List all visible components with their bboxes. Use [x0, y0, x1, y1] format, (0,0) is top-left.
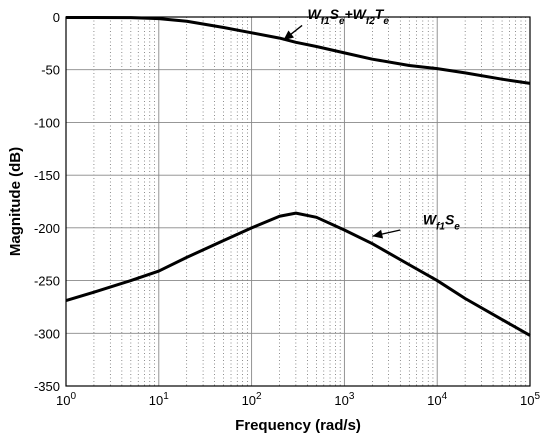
y-tick-label: -250 — [34, 274, 60, 289]
annotation-arrow-head — [283, 30, 295, 41]
y-tick-label: -100 — [34, 115, 60, 130]
annotations: Wf1Se+Wf2Te Wf1Se — [282, 6, 460, 239]
y-tick-label: -350 — [34, 379, 60, 394]
y-tick-label: -200 — [34, 221, 60, 236]
x-tick-label: 105 — [520, 391, 540, 408]
series-annotation-2: Wf1Se — [423, 212, 460, 233]
y-tick-label: -50 — [41, 63, 60, 78]
x-axis-label: Frequency (rad/s) — [235, 417, 361, 434]
series-line-2 — [65, 211, 531, 337]
series-annotation-1: Wf1Se+Wf2Te — [307, 6, 389, 27]
annotation-arrow-head — [372, 229, 384, 239]
y-axis-label: Magnitude (dB) — [7, 147, 24, 256]
series-layer — [65, 16, 531, 337]
y-tick-label: -150 — [34, 168, 60, 183]
y-tick-label: 0 — [53, 10, 60, 25]
plot-frame — [65, 16, 531, 387]
x-tick-label: 104 — [427, 391, 447, 408]
x-tick-label: 103 — [334, 391, 354, 408]
y-tick-label: -300 — [34, 326, 60, 341]
x-tick-label: 102 — [242, 391, 262, 408]
x-tick-label: 101 — [149, 391, 169, 408]
x-tick-label: 100 — [56, 391, 76, 408]
series-line-1 — [66, 16, 531, 85]
